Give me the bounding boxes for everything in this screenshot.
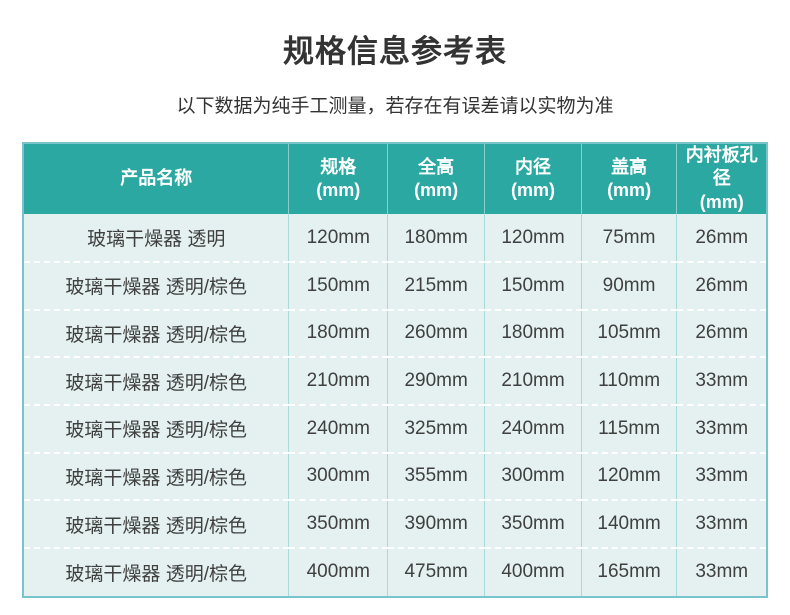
spec-value-cell: 120mm — [484, 214, 582, 262]
product-name-cell: 玻璃干燥器 透明/棕色 — [24, 260, 289, 310]
column-header-label: 盖高 — [611, 156, 648, 177]
spec-value-cell: 26mm — [676, 214, 766, 262]
product-name-cell: 玻璃干燥器 透明/棕色 — [24, 499, 289, 548]
page-subtitle: 以下数据为纯手工测量，若存在有误差请以实物为准 — [176, 96, 614, 117]
spec-value-cell: 300mm — [484, 451, 582, 501]
spec-value-cell: 210mm — [288, 356, 388, 405]
spec-value-cell: 33mm — [676, 451, 766, 501]
spec-value-cell: 475mm — [387, 546, 485, 596]
spec-value-cell: 165mm — [580, 546, 677, 596]
spec-value-cell: 300mm — [288, 451, 388, 501]
page-title: 规格信息参考表 — [283, 34, 507, 69]
spec-value-cell: 33mm — [676, 403, 766, 453]
spec-value-cell: 240mm — [484, 403, 582, 453]
spec-value-cell: 33mm — [676, 356, 766, 405]
column-header-unit: (mm) — [414, 180, 459, 201]
spec-value-cell: 110mm — [580, 356, 677, 405]
product-name-cell: 玻璃干燥器 透明/棕色 — [24, 356, 289, 405]
spec-value-cell: 400mm — [288, 546, 388, 596]
spec-value-cell: 180mm — [288, 308, 388, 358]
spec-value-cell: 115mm — [580, 403, 677, 453]
product-name-cell: 玻璃干燥器 透明 — [24, 214, 289, 262]
spec-value-cell: 105mm — [580, 308, 677, 358]
spec-table: 产品名称 规格 (mm) 全高 (mm) 内径 (mm) 盖高 (mm) 内衬板孔径 (mm) 玻璃… — [24, 144, 766, 596]
spec-value-cell: 120mm — [288, 214, 388, 262]
spec-sheet: 规格信息参考表 以下数据为纯手工测量，若存在有误差请以实物为准 产品名称 规格 (m… — [22, 34, 768, 598]
spec-value-cell: 180mm — [387, 214, 485, 262]
table-row: 玻璃干燥器 透明/棕色 300mm 355mm 300mm 120mm 33mm — [24, 451, 766, 501]
spec-value-cell: 150mm — [484, 260, 582, 310]
spec-value-cell: 180mm — [484, 308, 582, 358]
spec-value-cell: 240mm — [288, 403, 388, 453]
table-row: 玻璃干燥器 透明/棕色 210mm 290mm 210mm 110mm 33mm — [24, 356, 766, 405]
column-header-2: 全高 (mm) — [387, 144, 485, 215]
spec-value-cell: 33mm — [676, 499, 766, 548]
spec-value-cell: 26mm — [676, 260, 766, 310]
product-name-cell: 玻璃干燥器 透明/棕色 — [24, 451, 289, 501]
spec-table-container: 产品名称 规格 (mm) 全高 (mm) 内径 (mm) 盖高 (mm) 内衬板孔径 (mm) 玻璃… — [22, 142, 768, 598]
column-header-label: 规格 — [320, 156, 357, 177]
spec-value-cell: 400mm — [484, 546, 582, 596]
header-row: 产品名称 规格 (mm) 全高 (mm) 内径 (mm) 盖高 (mm) 内衬板孔径 (mm) — [24, 144, 766, 215]
column-header-label: 内径 — [514, 156, 551, 177]
spec-value-cell: 75mm — [580, 214, 677, 262]
column-header-label: 全高 — [418, 156, 455, 177]
spec-value-cell: 120mm — [580, 451, 677, 501]
column-header-4: 盖高 (mm) — [580, 144, 677, 215]
table-row: 玻璃干燥器 透明/棕色 180mm 260mm 180mm 105mm 26mm — [24, 308, 766, 358]
spec-value-cell: 33mm — [676, 546, 766, 596]
column-header-label: 内衬板孔径 — [685, 145, 758, 189]
table-row: 玻璃干燥器 透明/棕色 400mm 475mm 400mm 165mm 33mm — [24, 546, 766, 596]
spec-value-cell: 210mm — [484, 356, 582, 405]
product-name-cell: 玻璃干燥器 透明/棕色 — [24, 308, 289, 358]
column-header-3: 内径 (mm) — [484, 144, 582, 215]
table-row: 玻璃干燥器 透明/棕色 240mm 325mm 240mm 115mm 33mm — [24, 403, 766, 453]
spec-value-cell: 90mm — [580, 260, 677, 310]
spec-value-cell: 350mm — [484, 499, 582, 548]
spec-table-body: 玻璃干燥器 透明 120mm 180mm 120mm 75mm 26mm 玻璃干燥器 透明/… — [24, 214, 766, 596]
spec-value-cell: 215mm — [387, 260, 485, 310]
spec-value-cell: 150mm — [288, 260, 388, 310]
column-header-unit: (mm) — [607, 180, 652, 201]
spec-table-head: 产品名称 规格 (mm) 全高 (mm) 内径 (mm) 盖高 (mm) 内衬板孔径 (mm) — [24, 144, 766, 215]
table-row: 玻璃干燥器 透明/棕色 150mm 215mm 150mm 90mm 26mm — [24, 260, 766, 310]
table-row: 玻璃干燥器 透明 120mm 180mm 120mm 75mm 26mm — [24, 214, 766, 262]
spec-value-cell: 390mm — [387, 499, 485, 548]
column-header-5: 内衬板孔径 (mm) — [676, 144, 766, 215]
spec-value-cell: 290mm — [387, 356, 485, 405]
column-header-label: 产品名称 — [120, 168, 193, 189]
column-header-1: 规格 (mm) — [288, 144, 388, 215]
column-header-unit: (mm) — [510, 180, 555, 201]
column-header-0: 产品名称 — [24, 144, 289, 215]
spec-value-cell: 260mm — [387, 308, 485, 358]
spec-value-cell: 350mm — [288, 499, 388, 548]
column-header-unit: (mm) — [699, 191, 744, 212]
spec-value-cell: 140mm — [580, 499, 677, 548]
column-header-unit: (mm) — [316, 180, 361, 201]
spec-value-cell: 325mm — [387, 403, 485, 453]
spec-value-cell: 355mm — [387, 451, 485, 501]
product-name-cell: 玻璃干燥器 透明/棕色 — [24, 403, 289, 453]
table-row: 玻璃干燥器 透明/棕色 350mm 390mm 350mm 140mm 33mm — [24, 499, 766, 548]
product-name-cell: 玻璃干燥器 透明/棕色 — [24, 546, 289, 596]
spec-value-cell: 26mm — [676, 308, 766, 358]
